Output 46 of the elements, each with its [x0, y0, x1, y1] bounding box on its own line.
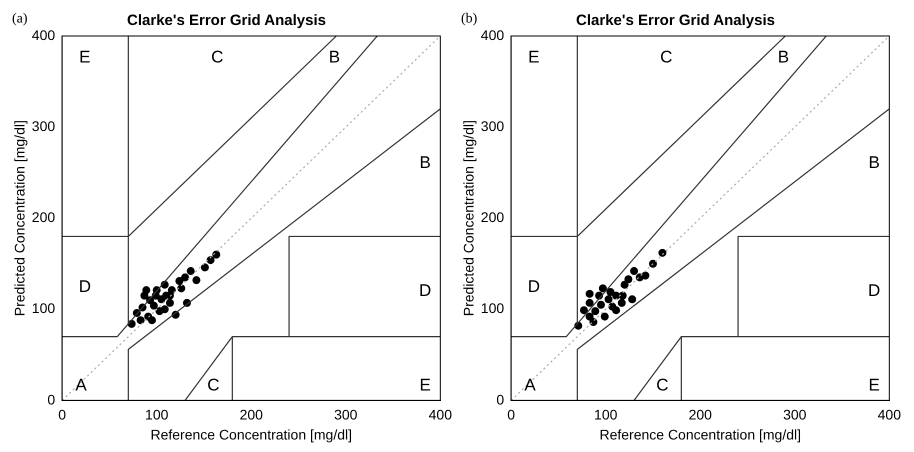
x-axis-title: Reference Concentration [mg/dl]: [599, 426, 802, 442]
y-tick-label: 100: [480, 300, 504, 316]
annotation: E: [868, 376, 880, 395]
annotation: A: [75, 376, 88, 395]
y-tick-label: 200: [480, 209, 504, 226]
annotation: D: [868, 280, 880, 300]
x-tick-label: 0: [58, 406, 66, 423]
x-tick-label: 100: [594, 406, 618, 423]
x-tick-label: 0: [507, 406, 516, 423]
annotation: B: [420, 153, 431, 172]
annotation: D: [78, 277, 91, 296]
x-tick-label: 100: [145, 406, 169, 423]
y-tick-label: 200: [32, 209, 56, 226]
y-tick-label: 400: [32, 26, 56, 43]
y-tick-label: 300: [32, 118, 56, 134]
y-tick-label: 300: [480, 118, 504, 134]
annotation: D: [528, 277, 540, 296]
annotation: D: [419, 280, 432, 300]
chart-title: Clarke's Error Grid Analysis: [127, 12, 326, 30]
x-tick-label: 400: [428, 406, 452, 423]
chart-title: Clarke's Error Grid Analysis: [576, 12, 775, 30]
annotation: A: [524, 376, 536, 395]
annotation: E: [420, 376, 431, 395]
y-axis-title: Predicted Concentration [mg/dl]: [11, 120, 28, 316]
y-tick-label: 400: [480, 26, 504, 43]
annotation: E: [528, 48, 540, 67]
y-tick-label: 0: [47, 391, 56, 408]
y-tick-label: 100: [32, 300, 56, 316]
x-tick-label: 400: [878, 406, 902, 423]
y-axis-title: Predicted Concentration [mg/dl]: [460, 120, 476, 316]
x-tick-label: 300: [783, 406, 807, 423]
annotation: C: [207, 376, 220, 395]
annotation: C: [211, 48, 224, 67]
x-tick-label: 200: [240, 406, 264, 423]
text: (a): [12, 12, 28, 27]
y-tick-label: 0: [496, 391, 504, 408]
annotation: C: [660, 48, 672, 67]
x-tick-label: 300: [334, 406, 358, 423]
text: (b): [461, 12, 478, 27]
annotation: C: [656, 376, 669, 395]
annotation: B: [868, 153, 880, 172]
x-tick-label: 200: [688, 406, 712, 423]
annotation: B: [328, 48, 340, 67]
annotation: B: [778, 48, 790, 67]
annotation: E: [79, 48, 91, 67]
x-axis-title: Reference Concentration [mg/dl]: [150, 426, 352, 442]
